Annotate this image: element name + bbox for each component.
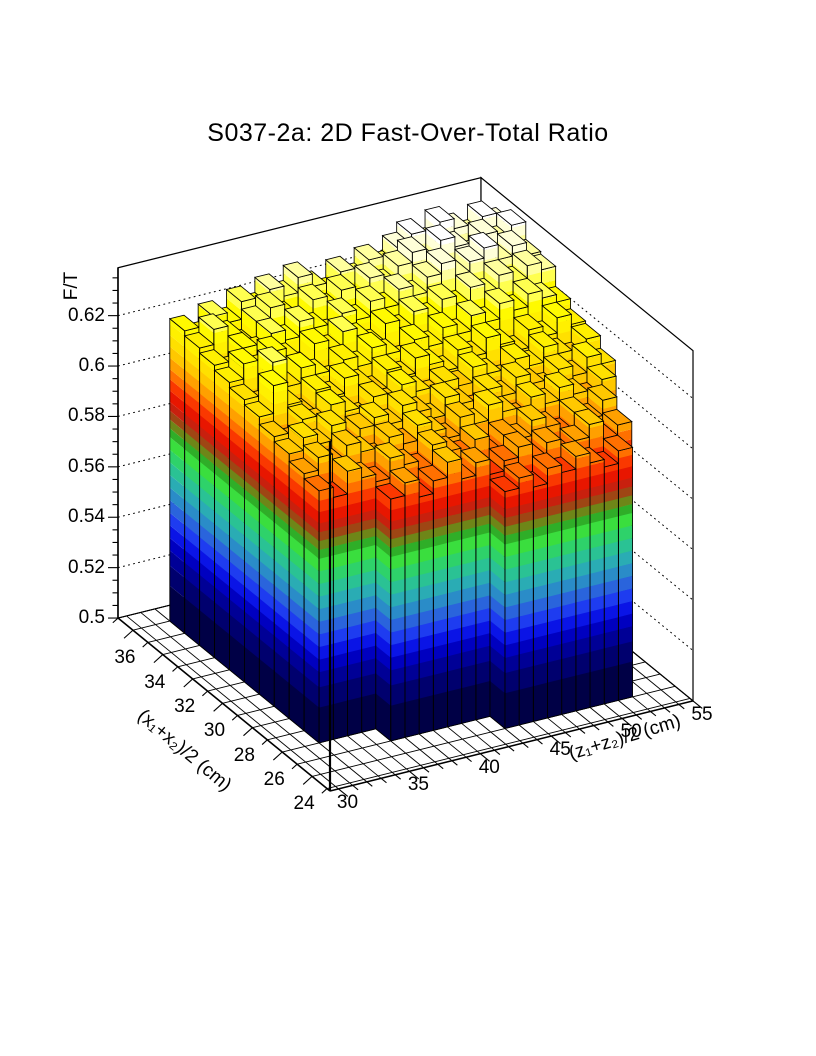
y-tick-label: 32 — [174, 695, 196, 717]
x-tick-label: 45 — [549, 739, 571, 761]
y-tick-label: 24 — [293, 793, 315, 815]
z-tick-label: 0.6 — [78, 355, 105, 377]
y-tick-label: 36 — [114, 647, 136, 669]
y-tick-label: 30 — [203, 720, 226, 742]
x-tick-label: 55 — [691, 703, 713, 725]
y-tick-label: 26 — [263, 769, 285, 791]
y-tick-label: 34 — [144, 671, 166, 693]
z-tick-label: 0.58 — [68, 405, 105, 427]
x-tick-label: 40 — [478, 756, 500, 778]
x-tick-label: 30 — [336, 791, 359, 813]
plot-title: S037-2a: 2D Fast-Over-Total Ratio — [207, 119, 609, 147]
z-axis-title: F/T — [61, 271, 82, 301]
z-tick-label: 0.62 — [68, 304, 105, 326]
y-tick-label: 28 — [233, 744, 255, 766]
z-tick-label: 0.52 — [68, 556, 105, 578]
z-tick-label: 0.56 — [68, 455, 105, 477]
x-tick-label: 50 — [620, 721, 642, 743]
x-tick-label: 35 — [407, 774, 429, 796]
z-tick-label: 0.5 — [78, 607, 105, 629]
z-tick-label: 0.54 — [68, 506, 105, 528]
